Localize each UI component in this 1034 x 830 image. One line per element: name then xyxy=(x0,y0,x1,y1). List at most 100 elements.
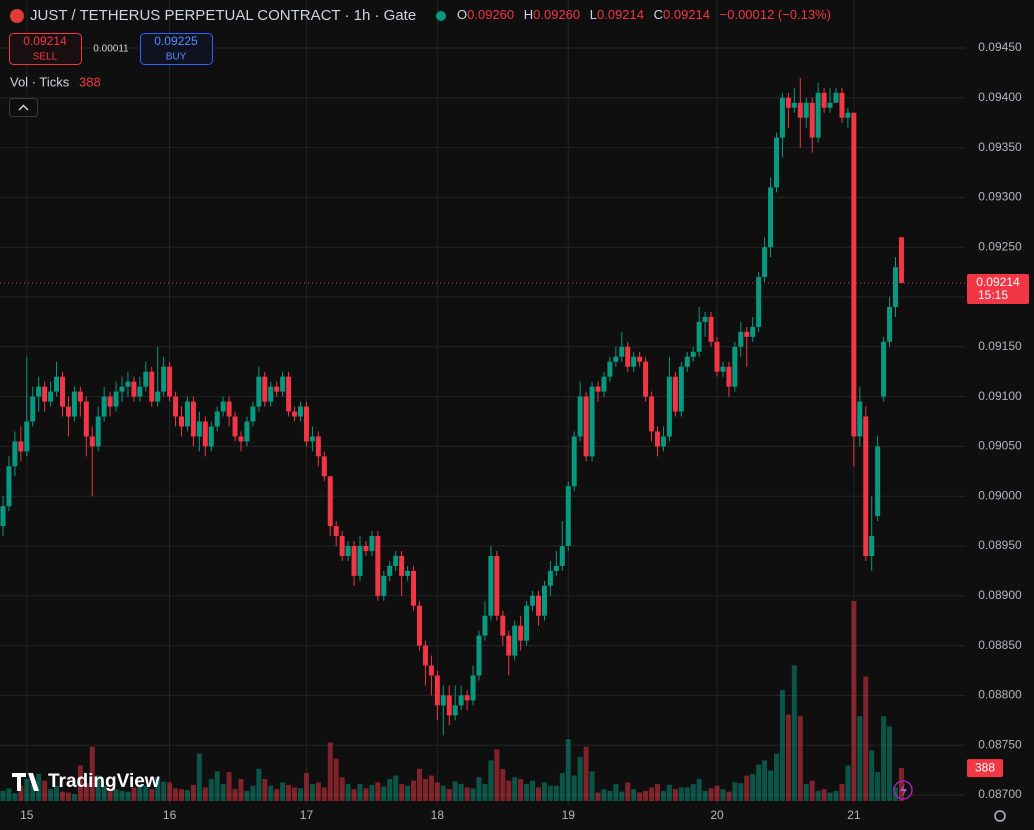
candle-body xyxy=(750,326,756,337)
volume-bar xyxy=(518,778,524,801)
candle-body xyxy=(655,431,660,447)
settings-button[interactable] xyxy=(994,810,1006,822)
candle-body xyxy=(155,391,161,402)
volume-bar xyxy=(238,778,244,801)
candle-body xyxy=(202,421,208,447)
y-tick-label: 0.09100 xyxy=(978,389,1022,403)
candle-body xyxy=(607,361,613,377)
y-tick-label: 0.09000 xyxy=(978,488,1022,502)
candle-body xyxy=(131,381,137,397)
lightning-icon[interactable] xyxy=(900,783,907,797)
collapse-icon[interactable] xyxy=(18,104,29,111)
candle-body xyxy=(898,237,904,284)
volume-bar xyxy=(220,784,226,801)
volume-bar xyxy=(625,782,631,801)
sell-label[interactable]: SELL xyxy=(33,52,58,63)
candle-body xyxy=(184,401,190,427)
volume-bar xyxy=(333,758,339,801)
candle-body xyxy=(518,625,524,641)
volume-bar xyxy=(500,768,506,801)
volume-bar xyxy=(214,771,220,801)
candle-body xyxy=(774,137,779,188)
candle-body xyxy=(179,416,184,427)
candle-body xyxy=(411,570,417,606)
candle-body xyxy=(244,421,250,442)
volume-bar xyxy=(375,782,381,801)
volume-bar xyxy=(506,780,512,801)
candle-body xyxy=(696,321,702,352)
volume-pane xyxy=(0,601,904,801)
volume-bar xyxy=(613,784,619,801)
buy-button[interactable] xyxy=(140,33,213,65)
candle-body xyxy=(541,585,547,616)
sell-button[interactable] xyxy=(9,33,82,65)
tv-logo xyxy=(12,773,39,791)
y-tick-label: 0.09150 xyxy=(978,339,1022,353)
candle-body xyxy=(690,351,696,357)
lightning-button[interactable] xyxy=(893,780,913,800)
candle-body xyxy=(524,605,530,641)
candle-body xyxy=(732,346,738,387)
candle-body xyxy=(756,277,762,327)
volume-bar xyxy=(589,771,595,801)
volume-bar xyxy=(643,790,649,801)
candle-body xyxy=(196,421,202,437)
candle-body xyxy=(60,376,65,407)
volume-bar xyxy=(89,746,95,801)
candle-body xyxy=(684,356,690,367)
last-price-tag xyxy=(967,274,1029,305)
volume-bar xyxy=(113,789,119,801)
y-tick-label: 0.09250 xyxy=(978,239,1022,253)
x-tick-label: 15 xyxy=(20,808,34,822)
volume-bar xyxy=(571,775,577,801)
candle-body xyxy=(530,595,536,606)
x-tick-label: 21 xyxy=(847,808,861,822)
candle-body xyxy=(256,376,262,407)
volume-bar xyxy=(536,787,541,801)
candle-body xyxy=(714,341,720,372)
candle-body xyxy=(863,416,869,556)
volume-bar xyxy=(71,794,77,801)
volume-bar xyxy=(422,778,428,801)
candle-body xyxy=(125,381,131,387)
volume-bar xyxy=(898,768,904,801)
candle-body xyxy=(339,536,345,556)
volume-bar xyxy=(750,773,756,801)
collapse-button[interactable] xyxy=(9,98,38,117)
volume-bar xyxy=(149,789,155,801)
volume-tag-label: 388 xyxy=(975,760,995,774)
volume-bar xyxy=(827,792,833,801)
volume-bar xyxy=(256,768,262,801)
market-status xyxy=(436,11,446,21)
volume-bar xyxy=(327,742,333,801)
buy-price[interactable]: 0.09225 xyxy=(154,34,198,48)
candle-body xyxy=(422,645,428,666)
volume-bar xyxy=(660,790,666,801)
candle-body xyxy=(333,526,339,537)
candle-body xyxy=(220,401,226,412)
volume-bar xyxy=(250,785,256,801)
volume-bar xyxy=(274,789,280,801)
candle-body xyxy=(18,441,24,452)
volume-bar xyxy=(708,788,714,801)
volume-bar xyxy=(559,773,565,801)
candle-body xyxy=(565,486,571,546)
sell-price[interactable]: 0.09214 xyxy=(23,34,67,48)
volume-bar xyxy=(244,790,250,801)
volume-bar xyxy=(381,786,387,801)
volume-bar xyxy=(36,773,42,801)
candle-body xyxy=(6,466,12,507)
candle-body xyxy=(149,371,155,402)
candle-body xyxy=(214,411,220,427)
candle-body xyxy=(190,401,196,437)
candle-body xyxy=(303,406,309,442)
volume-bar xyxy=(208,778,214,801)
y-tick-label: 0.08950 xyxy=(978,538,1022,552)
volume-bar xyxy=(405,785,411,801)
volume-bar xyxy=(881,716,887,801)
buy-label[interactable]: BUY xyxy=(166,52,187,63)
candle-body xyxy=(881,341,887,397)
candle-body xyxy=(363,546,369,551)
candle-body xyxy=(506,635,512,656)
